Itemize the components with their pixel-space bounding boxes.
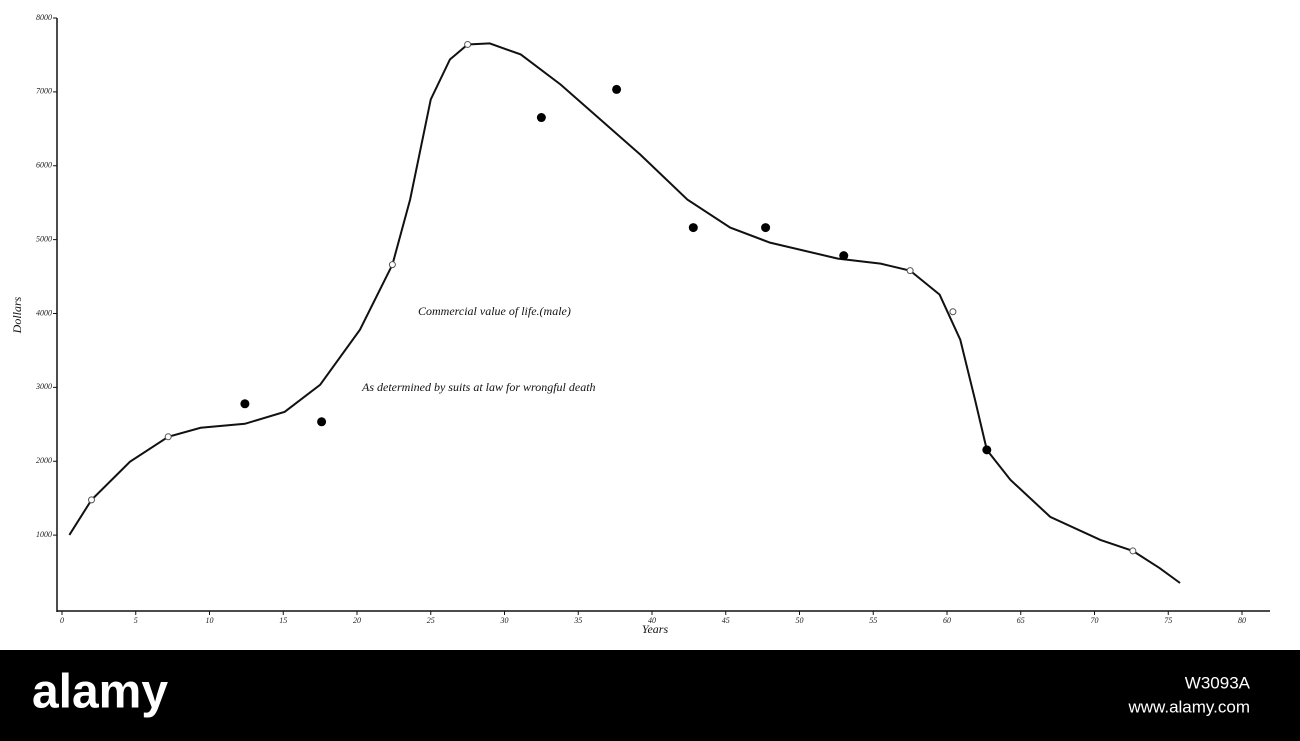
y-tick-label: 4000 <box>36 308 52 317</box>
y-tick-label: 7000 <box>36 87 52 96</box>
curve-point <box>388 261 396 269</box>
y-axis-title: Dollars <box>10 296 24 334</box>
x-axis-title: Years <box>642 622 669 636</box>
data-point <box>839 251 849 261</box>
x-tick-label: 0 <box>60 616 64 625</box>
watermark-bar <box>0 650 1300 741</box>
curve-point <box>464 40 472 48</box>
curve <box>68 42 1181 584</box>
data-point <box>982 445 992 455</box>
annotation: As determined by suits at law for wrongf… <box>361 380 596 394</box>
x-tick-label: 80 <box>1238 616 1246 625</box>
x-tick-label: 5 <box>134 616 138 625</box>
data-point <box>761 223 771 233</box>
x-tick-label: 30 <box>500 616 509 625</box>
x-tick-label: 50 <box>796 616 804 625</box>
data-point <box>536 113 546 123</box>
x-tick-label: 65 <box>1017 616 1025 625</box>
x-tick-label: 70 <box>1091 616 1099 625</box>
curve-point <box>906 267 914 275</box>
y-tick-label: 5000 <box>36 234 52 243</box>
y-tick-label: 6000 <box>36 161 52 170</box>
data-point <box>240 399 250 409</box>
curve-point <box>88 496 95 504</box>
x-tick-label: 35 <box>573 616 582 625</box>
data-point <box>612 84 622 94</box>
watermark-id: W3093A <box>1185 673 1251 692</box>
data-point <box>688 223 698 233</box>
curve-point <box>949 308 957 316</box>
x-tick-label: 55 <box>869 616 877 625</box>
annotation: Commercial value of life.(male) <box>418 304 571 318</box>
y-tick-label: 8000 <box>36 13 52 22</box>
x-tick-label: 10 <box>206 616 214 625</box>
curve-point <box>164 433 172 441</box>
x-tick-label: 60 <box>943 616 951 625</box>
y-tick-label: 2000 <box>36 456 52 465</box>
x-tick-label: 20 <box>353 616 361 625</box>
x-tick-label: 25 <box>427 616 435 625</box>
x-tick-label: 40 <box>648 616 656 625</box>
y-tick-label: 3000 <box>35 382 52 391</box>
x-tick-label: 15 <box>279 616 287 625</box>
x-tick-label: 75 <box>1164 616 1172 625</box>
x-tick-label: 45 <box>722 616 730 625</box>
curve-point <box>1129 547 1137 555</box>
data-point <box>317 417 327 427</box>
y-tick-label: 1000 <box>36 530 52 539</box>
watermark-logo: alamy <box>32 666 168 719</box>
watermark-url: www.alamy.com <box>1127 697 1250 716</box>
